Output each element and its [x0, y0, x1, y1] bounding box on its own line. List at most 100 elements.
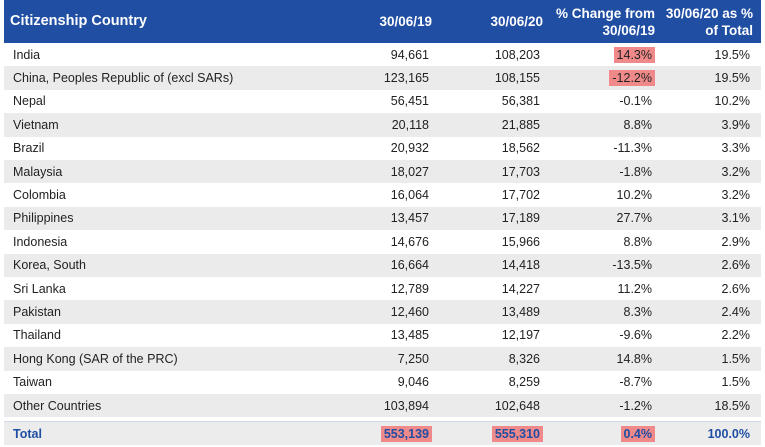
table-cell: 8,259: [432, 371, 543, 394]
cell-text: 14,418: [501, 258, 540, 273]
cell-text: -0.1%: [619, 94, 652, 109]
cell-text: China, Peoples Republic of (excl SARs): [13, 71, 234, 86]
cell-text: 2.6%: [721, 258, 751, 273]
table-cell: Indonesia: [4, 230, 370, 253]
cell-text: 3.1%: [721, 211, 751, 226]
header-row: Citizenship Country 30/06/19 30/06/20 % Cha…: [4, 0, 761, 43]
table-cell: India: [4, 43, 370, 66]
cell-text: 9,046: [397, 375, 429, 390]
cell-text: 20,118: [391, 117, 429, 132]
table-cell: 3.2%: [655, 183, 757, 206]
cell-text: Hong Kong (SAR of the PRC): [13, 351, 178, 366]
table-cell: 11.2%: [543, 277, 655, 300]
cell-text: 20,932: [390, 141, 429, 156]
table-cell: 108,155: [432, 66, 543, 89]
cell-text: 30/06/20 as % of Total: [665, 5, 753, 38]
cell-text: 13,485: [390, 328, 429, 343]
table-cell: 123,165: [370, 66, 432, 89]
cell-text: 8,326: [508, 351, 540, 366]
table-row: Indonesia 14,676 15,966 8.8% 2.9%: [4, 230, 761, 253]
table-cell: -12.2%: [543, 66, 655, 89]
cell-text: Nepal: [13, 94, 46, 109]
table-cell: -1.2%: [543, 394, 655, 417]
table-cell: 56,451: [370, 90, 432, 113]
cell-text: Malaysia: [13, 164, 63, 179]
cell-text: Sri Lanka: [13, 281, 66, 296]
cell-text: 10.2%: [616, 188, 652, 203]
table-row: Sri Lanka 12,789 14,227 11.2% 2.6%: [4, 277, 761, 300]
total-cell: 553,139: [370, 422, 432, 445]
cell-text: 13,457: [390, 211, 429, 226]
table-cell: 3.2%: [655, 160, 757, 183]
cell-text: 555,310: [491, 425, 543, 442]
table-row: Taiwan 9,046 8,259 -8.7% 1.5%: [4, 371, 761, 394]
table-cell: 8.8%: [543, 113, 655, 136]
table-cell: 3.3%: [655, 137, 757, 160]
cell-text: 0.4%: [620, 425, 655, 442]
table-cell: 2.4%: [655, 300, 757, 323]
table-cell: 16,064: [370, 183, 432, 206]
table-cell: -0.1%: [543, 90, 655, 113]
table-cell: 102,648: [432, 394, 543, 417]
cell-text: 12,197: [501, 328, 540, 343]
cell-text: 17,703: [501, 164, 540, 179]
table-cell: 2.6%: [655, 277, 757, 300]
table-cell: 13,457: [370, 207, 432, 230]
cell-text: 1.5%: [721, 351, 751, 366]
table-cell: 14,227: [432, 277, 543, 300]
cell-text: 15,966: [501, 234, 540, 249]
cell-text: Vietnam: [13, 117, 59, 132]
header-cell: 30/06/19: [370, 0, 432, 43]
header-cell: 30/06/20 as % of Total: [655, 0, 757, 43]
table-cell: 27.7%: [543, 207, 655, 230]
total-cell: Total: [4, 422, 370, 445]
cell-text: -1.2%: [619, 398, 652, 413]
cell-text: Taiwan: [13, 375, 52, 390]
table-row: China, Peoples Republic of (excl SARs) 12…: [4, 66, 761, 90]
cell-text: 2.9%: [721, 234, 751, 249]
cell-text: 12,789: [390, 281, 429, 296]
table-cell: Philippines: [4, 207, 370, 230]
table-cell: 7,250: [370, 347, 432, 370]
cell-text: Other Countries: [13, 398, 102, 413]
table-cell: 13,489: [432, 300, 543, 323]
table-cell: 20,118: [370, 113, 432, 136]
cell-text: 3.9%: [721, 117, 751, 132]
table-cell: -11.3%: [543, 137, 655, 160]
cell-text: 16,664: [390, 258, 429, 273]
cell-text: 27.7%: [616, 211, 652, 226]
cell-text: 18,027: [390, 164, 429, 179]
cell-text: Thailand: [13, 328, 61, 343]
table-cell: Thailand: [4, 324, 370, 347]
cell-text: 3.3%: [721, 141, 751, 156]
table-row: Brazil 20,932 18,562 -11.3% 3.3%: [4, 137, 761, 160]
table-cell: -1.8%: [543, 160, 655, 183]
cell-text: 3.2%: [721, 188, 751, 203]
table-cell: 18,562: [432, 137, 543, 160]
cell-text: Total: [13, 426, 42, 441]
cell-text: Brazil: [13, 141, 45, 156]
table-cell: Other Countries: [4, 394, 370, 417]
cell-text: India: [13, 47, 41, 62]
table-cell: China, Peoples Republic of (excl SARs): [4, 66, 370, 89]
table-cell: 12,460: [370, 300, 432, 323]
header-cell: % Change from 30/06/19: [543, 0, 655, 43]
cell-text: 17,189: [501, 211, 540, 226]
table-cell: 3.9%: [655, 113, 757, 136]
cell-text: 10.2%: [714, 94, 750, 109]
cell-text: 94,661: [390, 47, 429, 62]
cell-text: 21,885: [501, 117, 540, 132]
cell-text: 14,676: [390, 234, 429, 249]
cell-text: 56,381: [501, 94, 540, 109]
table-row: Other Countries 103,894 102,648 -1.2% 18.5%: [4, 394, 761, 418]
table-cell: 108,203: [432, 43, 543, 66]
table-cell: 9,046: [370, 371, 432, 394]
total-cell: 100.0%: [655, 422, 757, 445]
cell-text: 56,451: [390, 94, 429, 109]
table-cell: 14,676: [370, 230, 432, 253]
total-row: Total 553,139 555,310 0.4% 100.0%: [4, 421, 761, 445]
cell-text: Philippines: [13, 211, 74, 226]
table-cell: 12,789: [370, 277, 432, 300]
cell-text: 108,155: [494, 71, 540, 86]
